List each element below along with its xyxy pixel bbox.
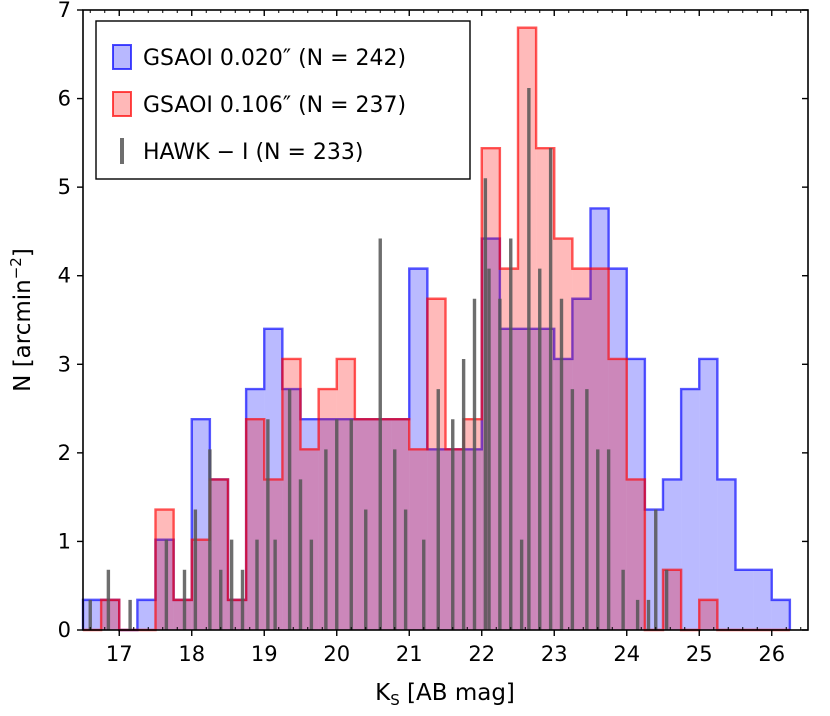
- bar-gsaoi-020-7: [209, 479, 228, 630]
- bar-gsaoi-106-9: [246, 419, 265, 630]
- bar-gsaoi-106-4: [155, 509, 174, 630]
- x-tick-label-18: 18: [178, 642, 205, 666]
- bar-gsaoi-106-16: [373, 419, 392, 630]
- histogram-bars: [81, 26, 792, 632]
- bar-gsaoi-106-19: [427, 298, 446, 630]
- x-tick-label-21: 21: [396, 642, 423, 666]
- bar-gsaoi-106-26: [554, 238, 573, 630]
- bar-gsaoi-106-28: [590, 268, 609, 630]
- x-tick-label-19: 19: [251, 642, 278, 666]
- bar-gsaoi-106-7: [209, 479, 228, 630]
- bar-gsaoi-020-38: [771, 599, 790, 630]
- bar-gsaoi-020-5: [173, 599, 192, 630]
- bar-gsaoi-020-28: [590, 208, 609, 630]
- bar-gsaoi-020-1: [101, 599, 120, 630]
- bar-gsaoi-106-20: [445, 449, 464, 630]
- bar-gsaoi-106-29: [608, 358, 627, 630]
- bar-gsaoi-020-36: [735, 569, 754, 630]
- bar-gsaoi-020-16: [373, 419, 392, 630]
- bar-gsaoi-020-35: [717, 479, 736, 630]
- bar-gsaoi-020-26: [554, 358, 573, 630]
- bar-gsaoi-020-23: [499, 328, 518, 630]
- bar-gsaoi-020-9: [246, 389, 265, 630]
- legend-swatch-gsaoi-106: [112, 91, 132, 117]
- x-axis-label-unit: [AB mag]: [400, 680, 515, 706]
- bar-gsaoi-020-19: [427, 449, 446, 630]
- y-tick-label-4: 4: [58, 264, 71, 288]
- legend-label-gsaoi-020: GSAOI 0.020″ (N = 242): [143, 46, 406, 71]
- x-axis-label-subscript: S: [390, 691, 400, 709]
- y-tick-label-6: 6: [58, 87, 71, 111]
- bar-gsaoi-020-37: [753, 569, 772, 630]
- y-tick-label-1: 1: [58, 529, 71, 553]
- bar-gsaoi-020-4: [155, 539, 174, 630]
- bar-gsaoi-106-24: [518, 27, 537, 630]
- x-tick-label-22: 22: [468, 642, 495, 666]
- bar-gsaoi-020-30: [626, 358, 645, 630]
- x-tick-label-20: 20: [323, 642, 350, 666]
- bar-gsaoi-106-5: [173, 599, 192, 630]
- bar-gsaoi-020-3: [137, 599, 156, 630]
- x-tick-label-17: 17: [106, 642, 133, 666]
- bar-gsaoi-020-11: [282, 389, 301, 630]
- bar-gsaoi-106-1: [101, 599, 120, 630]
- y-axis-label: N [arcmin−2]: [7, 248, 36, 392]
- bar-gsaoi-106-15: [354, 419, 373, 630]
- plot-frame: [82, 9, 809, 631]
- bar-gsaoi-020-15: [354, 419, 373, 630]
- x-tick-label-23: 23: [541, 642, 568, 666]
- x-tick-label-25: 25: [686, 642, 713, 666]
- legend-label-gsaoi-106: GSAOI 0.106″ (N = 237): [143, 93, 406, 118]
- legend-label-hawk-i: HAWK − I (N = 233): [143, 140, 364, 165]
- bar-gsaoi-020-13: [318, 419, 337, 630]
- legend: GSAOI 0.020″ (N = 242) GSAOI 0.106″ (N =…: [95, 20, 471, 180]
- x-tick-label-24: 24: [613, 642, 640, 666]
- x-axis-label: KS [AB mag]: [375, 680, 515, 709]
- bar-gsaoi-106-30: [626, 479, 645, 630]
- bar-gsaoi-020-33: [681, 389, 700, 630]
- y-tick-label-7: 7: [58, 0, 71, 22]
- bar-gsaoi-020-21: [463, 449, 482, 630]
- legend-box: [95, 20, 471, 180]
- bar-gsaoi-020-0: [83, 599, 102, 630]
- bar-gsaoi-106-21: [463, 419, 482, 630]
- bar-gsaoi-106-13: [318, 389, 337, 630]
- bar-gsaoi-020-34: [699, 358, 718, 630]
- bar-gsaoi-106-12: [300, 449, 319, 630]
- bar-gsaoi-020-20: [445, 449, 464, 630]
- legend-swatch-gsaoi-020: [112, 44, 132, 70]
- y-axis-label-end: ]: [10, 248, 36, 257]
- y-tick-label-2: 2: [58, 441, 71, 465]
- y-tick-label-3: 3: [58, 352, 71, 376]
- y-axis-label-superscript: −2: [7, 257, 25, 279]
- bar-gsaoi-106-34: [699, 599, 718, 630]
- bar-gsaoi-020-12: [300, 419, 319, 630]
- x-tick-label-26: 26: [758, 642, 785, 666]
- bar-gsaoi-106-11: [282, 358, 301, 630]
- bar-gsaoi-106-23: [499, 268, 518, 630]
- y-tick-label-0: 0: [58, 618, 71, 642]
- y-tick-label-5: 5: [58, 175, 71, 199]
